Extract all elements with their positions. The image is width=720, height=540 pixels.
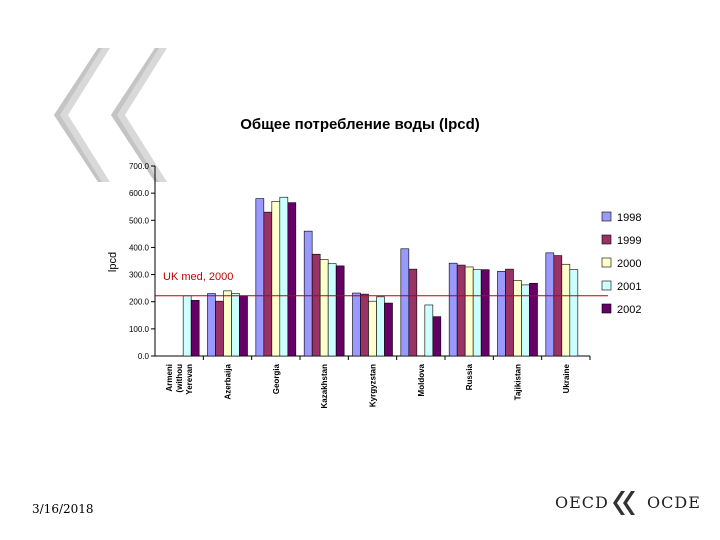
x-tick-label: Armeni [165, 364, 174, 392]
x-tick-label: Kazakhstan [320, 364, 329, 409]
bar-2000 [464, 266, 474, 357]
bar-1999 [408, 268, 418, 357]
bar-1999 [215, 300, 224, 357]
bar-2000 [271, 200, 281, 357]
y-tick-label: 200.0 [129, 298, 150, 307]
x-tick-label: Azerbaija [224, 363, 233, 399]
x-tick-label: Ukraine [562, 363, 571, 393]
bar-1998 [400, 248, 410, 357]
logo-text-left: OECD [555, 493, 609, 512]
legend-label-2000: 2000 [617, 258, 641, 270]
legend-label-2002: 2002 [617, 304, 641, 316]
bar-2001 [424, 304, 434, 357]
logo-quote-icon [613, 491, 635, 515]
bar-2002 [335, 265, 345, 357]
legend-label-2001: 2001 [617, 281, 641, 293]
bar-1998 [255, 198, 265, 357]
bar-2002 [190, 300, 200, 357]
bar-1998 [448, 262, 458, 357]
bar-1999 [553, 255, 563, 357]
bar-1998 [497, 271, 506, 357]
bar-1998 [545, 252, 555, 357]
bar-2002 [529, 282, 538, 357]
oecd-logo: OECD OCDE [555, 488, 705, 518]
bar-2002 [239, 295, 248, 357]
reference-line-label: UK med, 2000 [163, 271, 233, 283]
logo-text-right: OCDE [647, 493, 701, 512]
y-tick-label: 500.0 [129, 216, 150, 225]
bar-1999 [456, 264, 466, 357]
x-tick-label: Tajikistan [514, 364, 523, 400]
bar-1998 [352, 292, 361, 357]
bar-2002 [384, 302, 393, 357]
x-tick-label: Georgia [272, 363, 281, 394]
bar-2000 [513, 280, 522, 357]
legend-label-1999: 1999 [617, 235, 641, 247]
legend-swatch-2000 [601, 257, 612, 268]
legend-swatch-1999 [601, 234, 612, 245]
y-axis-label: lpcd [107, 252, 119, 272]
y-tick-label: 300.0 [129, 271, 150, 280]
bar-2000 [561, 263, 571, 357]
bar-1998 [207, 293, 216, 357]
bar-2001 [472, 269, 482, 357]
y-tick-label: 0.0 [138, 352, 150, 361]
legend-swatch-1998 [601, 211, 612, 222]
bar-1999 [360, 293, 369, 357]
chart-title: Общее потребление воды (lpcd) [240, 116, 480, 133]
bar-2000 [223, 290, 232, 357]
bar-2001 [327, 263, 337, 357]
x-tick-label: Yerevan [185, 364, 194, 395]
bar-2000 [368, 300, 377, 357]
x-tick-label: Kyrgyzstan [369, 364, 378, 407]
legend-swatch-2001 [601, 280, 612, 291]
legend-swatch-2002 [601, 303, 612, 314]
bar-1998 [303, 230, 313, 357]
x-tick-label: Moldova [417, 363, 426, 396]
slide-date: 3/16/2018 [32, 502, 94, 516]
bar-1999 [311, 253, 321, 357]
legend-label-1998: 1998 [617, 212, 641, 224]
bar-2000 [319, 259, 329, 357]
y-tick-label: 600.0 [129, 189, 150, 198]
bar-2001 [376, 296, 385, 357]
y-tick-label: 700.0 [129, 162, 150, 171]
bar-2002 [287, 202, 297, 357]
quote-mark-icon [54, 48, 167, 182]
x-tick-label: Russia [465, 363, 474, 390]
y-tick-label: 100.0 [129, 325, 150, 334]
y-tick-label: 400.0 [129, 243, 150, 252]
bar-2001 [231, 293, 240, 357]
bar-1999 [505, 268, 514, 357]
bar-2001 [182, 295, 192, 357]
bar-2002 [432, 316, 442, 357]
bar-2001 [569, 269, 579, 357]
bar-2001 [279, 196, 289, 357]
bar-2002 [480, 269, 490, 357]
bar-1999 [263, 211, 273, 357]
x-tick-label: (withou [175, 364, 184, 393]
